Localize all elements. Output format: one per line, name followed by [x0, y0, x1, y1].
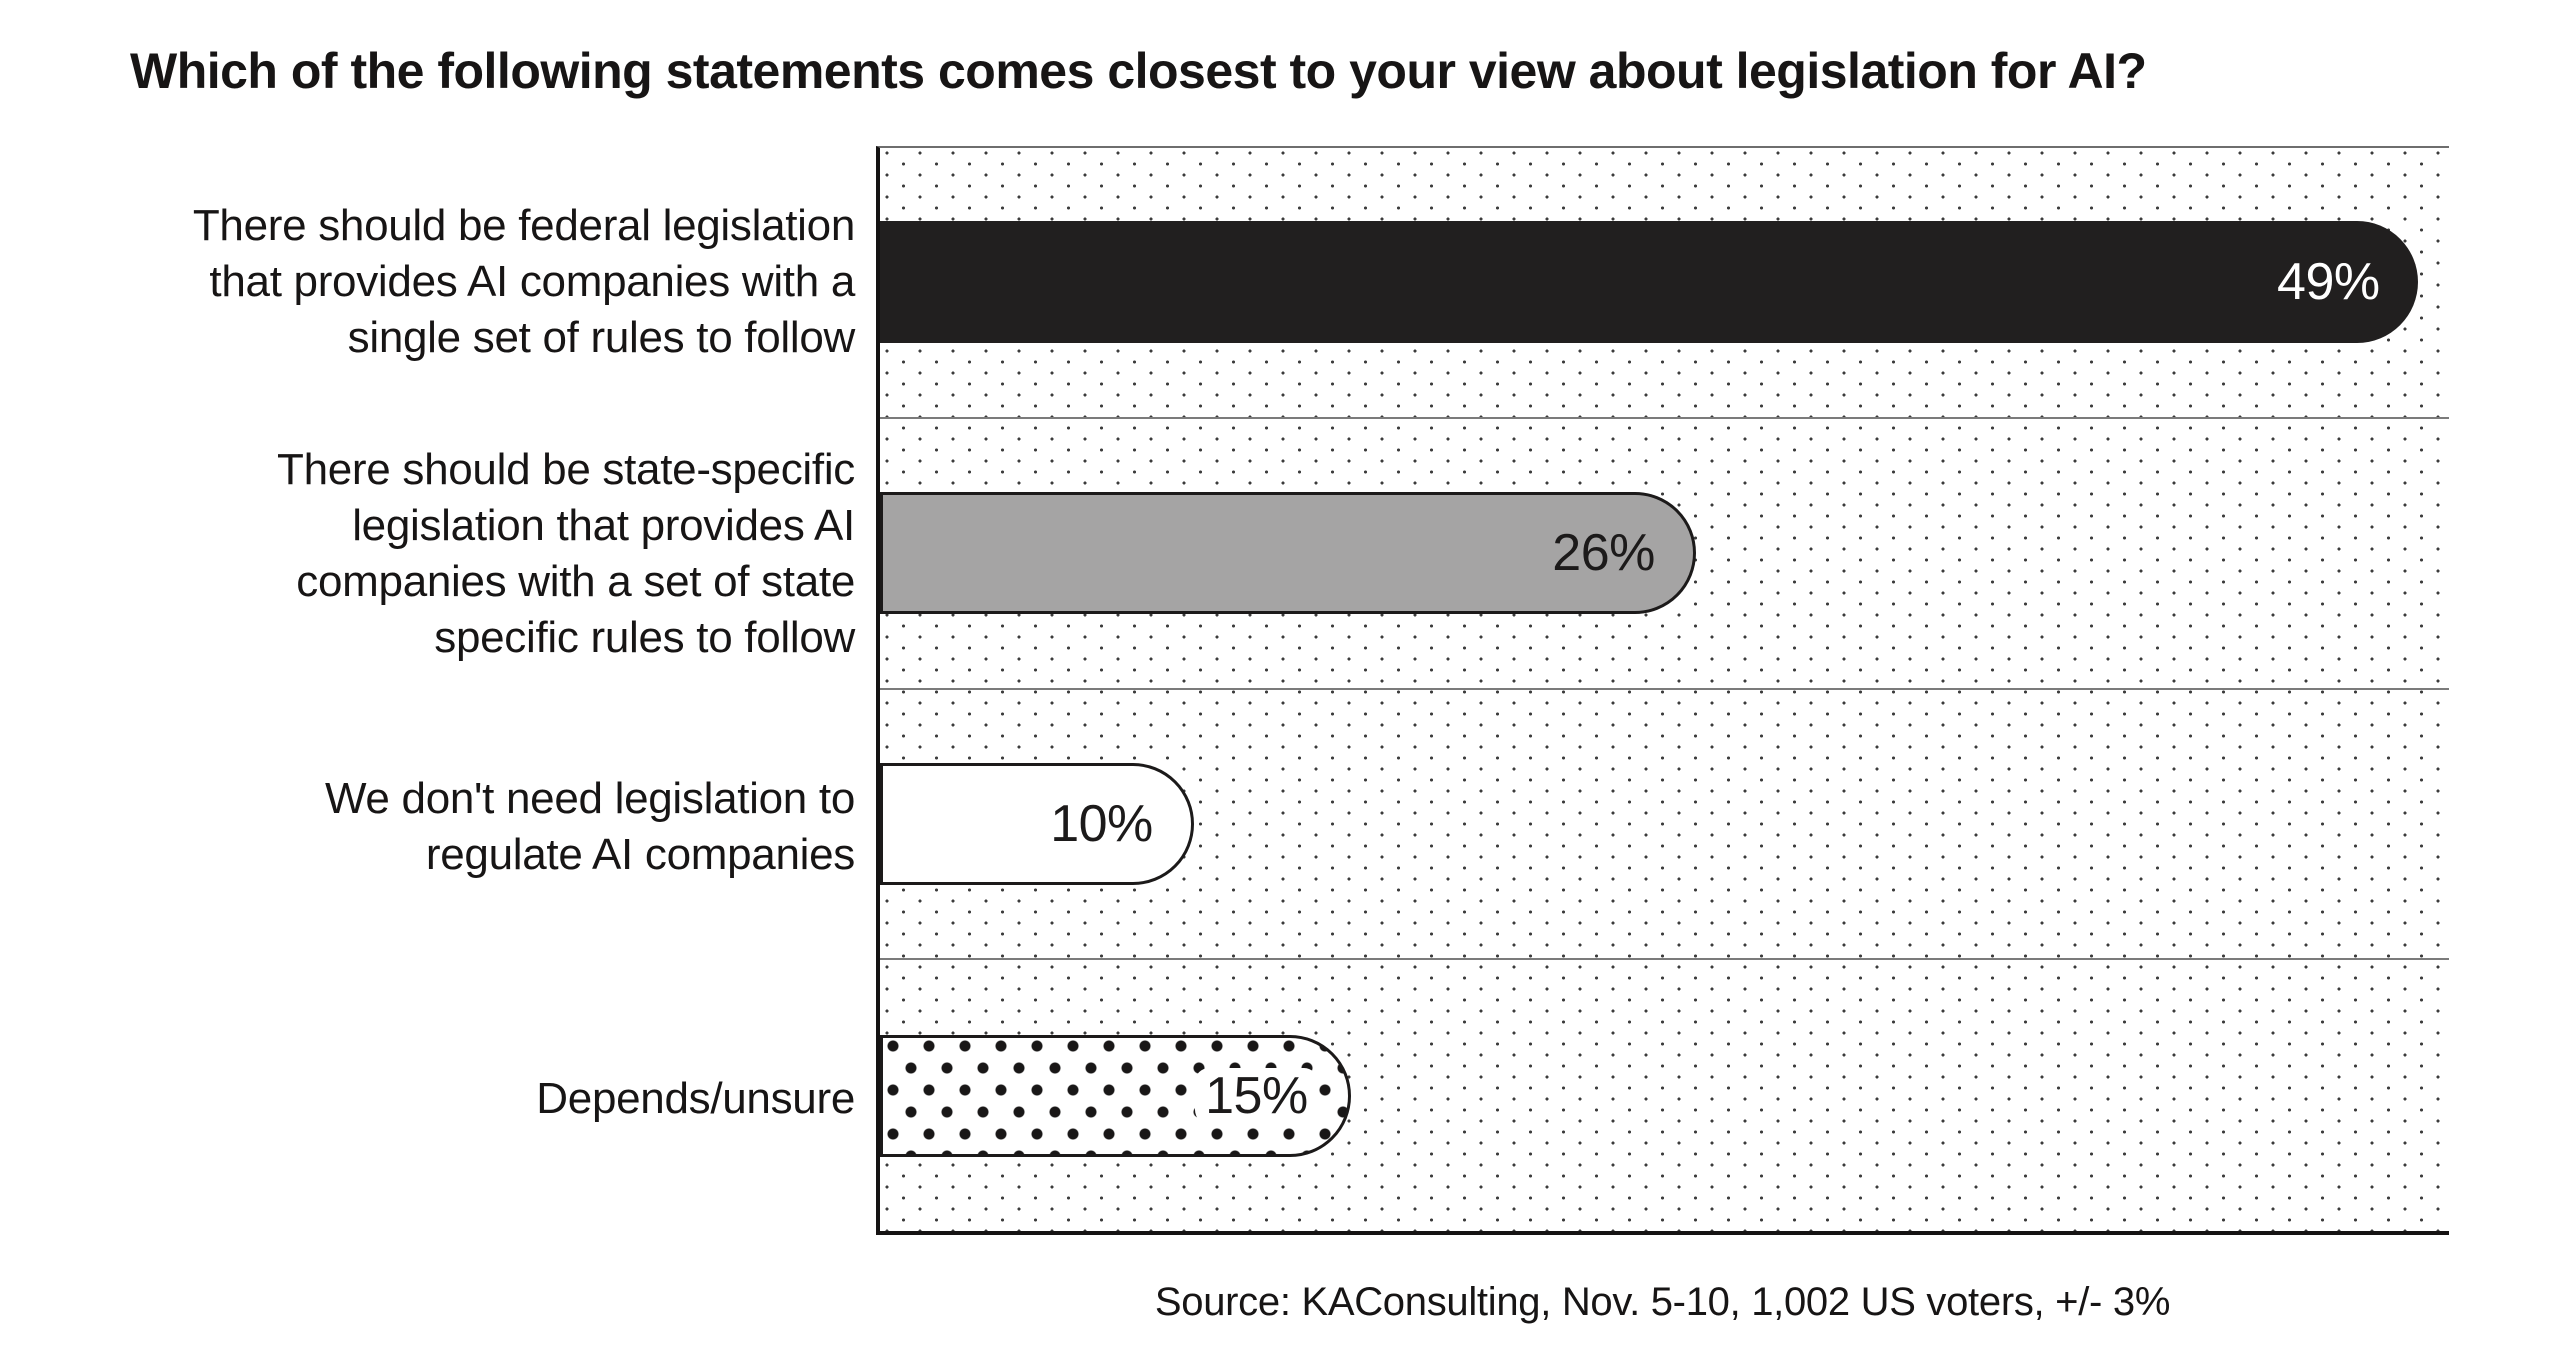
- bar-row: 26%: [880, 419, 2449, 690]
- bar-row: 15%: [880, 960, 2449, 1231]
- bar-value-label: 49%: [2277, 253, 2380, 312]
- data-bar: 49%: [880, 221, 2418, 344]
- bar-row: 49%: [880, 148, 2449, 419]
- category-labels: There should be federal legislation that…: [60, 146, 855, 1235]
- bar-value-label: 15%: [1195, 1067, 1318, 1124]
- bar-value-label: 26%: [1552, 524, 1655, 583]
- category-label: Depends/unsure: [536, 1073, 855, 1123]
- data-bar: 26%: [880, 492, 1696, 615]
- data-bar: 10%: [880, 762, 1194, 885]
- bar-row: 10%: [880, 690, 2449, 961]
- bar-value-label: 10%: [1050, 794, 1153, 853]
- chart-title: Which of the following statements comes …: [130, 43, 2147, 99]
- category-label: There should be state-specific legislati…: [277, 445, 855, 663]
- plot-area: 49% 26% 10% 15%: [876, 146, 2449, 1235]
- source-note: Source: KAConsulting, Nov. 5-10, 1,002 U…: [1154, 1280, 2171, 1324]
- category-label: There should be federal legislation that…: [192, 201, 855, 363]
- data-bar: 15%: [880, 1034, 1351, 1157]
- category-label: We don't need legislation to regulate AI…: [325, 773, 855, 879]
